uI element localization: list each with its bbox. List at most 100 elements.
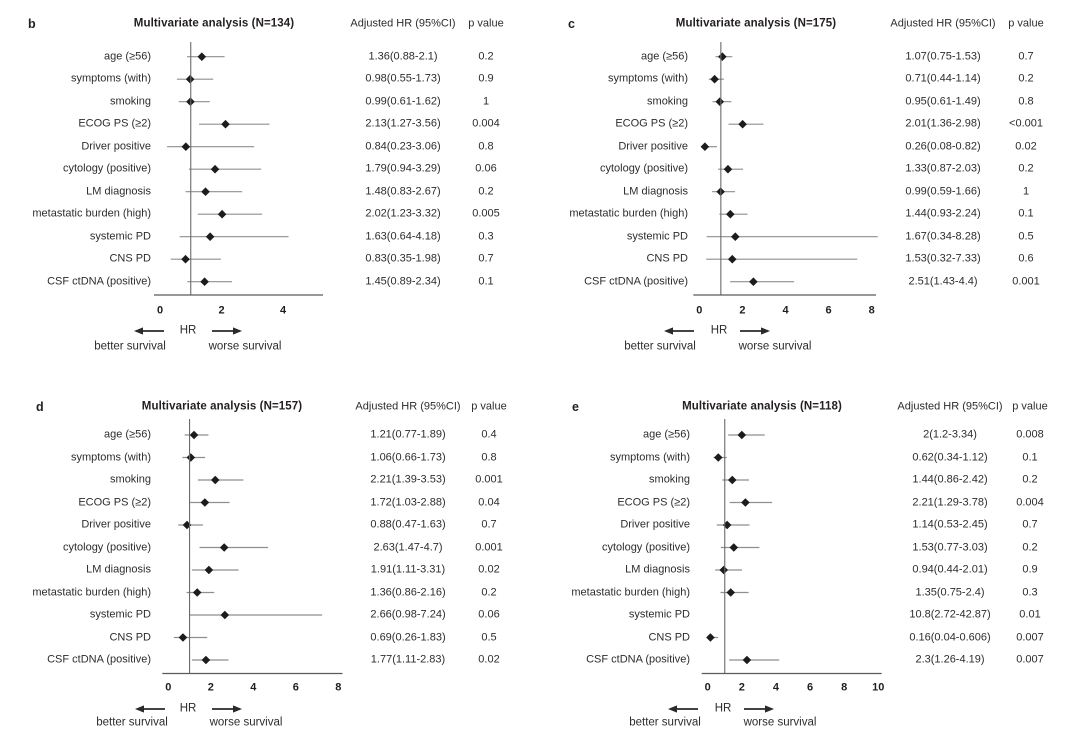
hr-value: 2.51(1.43-4.4)	[908, 275, 978, 288]
x-tick-label: 2	[739, 304, 746, 317]
p-value: 0.2	[1022, 541, 1038, 553]
p-value: 1	[482, 95, 490, 108]
hr-value: 0.71(0.44-1.14)	[905, 72, 981, 85]
forest-plot-c	[664, 42, 878, 335]
hr-value: 2.66(0.98-7.24)	[370, 608, 446, 621]
p-value: 0.6	[1018, 252, 1034, 265]
hr-diamond-marker	[715, 97, 725, 106]
hr-value: 1.07(0.75-1.53)	[905, 50, 981, 63]
row-label: systemic PD	[89, 230, 151, 243]
hr-value: 1.36(0.88-2.1)	[368, 50, 438, 63]
hr-diamond-marker	[181, 254, 190, 264]
p-value: 0.8	[481, 451, 497, 463]
hr-diamond-marker	[718, 52, 727, 61]
better-survival-label: better survival	[94, 340, 166, 353]
hr-value: 2.63(1.47-4.7)	[373, 541, 443, 553]
hr-diamond-marker	[204, 565, 214, 575]
hr-diamond-marker	[219, 543, 229, 552]
row-label: smoking	[647, 95, 688, 108]
row-label: metastatic burden (high)	[32, 586, 151, 598]
hr-diamond-marker	[726, 209, 735, 219]
left-arrow-head-icon	[668, 705, 677, 713]
p-value: 0.02	[1015, 140, 1037, 153]
hr-value: 1.21(0.77-1.89)	[370, 428, 446, 441]
panel-letter-b: b	[28, 16, 36, 31]
p-value: 0.8	[478, 140, 494, 153]
hr-diamond-marker	[220, 610, 230, 620]
p-column-header: p value	[1012, 400, 1048, 413]
row-label: metastatic burden (high)	[32, 207, 151, 220]
p-value: 0.04	[478, 496, 500, 508]
p-value: 0.06	[478, 608, 500, 621]
row-label: age (≥56)	[642, 428, 690, 441]
hr-value: 2.01(1.36-2.98)	[905, 117, 981, 130]
hr-diamond-marker	[710, 74, 719, 84]
panel-letter-d: d	[36, 399, 44, 414]
hr-axis-label: HR	[710, 324, 728, 337]
hr-column-header: Adjusted HR (95%CI)	[350, 17, 456, 30]
hr-diamond-marker	[178, 633, 188, 642]
p-value: 0.007	[1016, 653, 1044, 666]
p-value: 0.7	[478, 252, 494, 265]
row-label: LM diagnosis	[625, 563, 690, 576]
hr-value: 1.79(0.94-3.29)	[365, 162, 441, 175]
hr-diamond-marker	[210, 475, 220, 485]
hr-diamond-marker	[741, 498, 750, 507]
row-label: smoking	[110, 95, 151, 108]
x-tick-label: 4	[782, 304, 789, 317]
hr-value: 0.26(0.08-0.82)	[905, 140, 981, 153]
row-label: CNS PD	[109, 252, 151, 265]
hr-diamond-marker	[738, 119, 747, 129]
hr-diamond-marker	[723, 164, 733, 174]
row-label: cytology (positive)	[601, 541, 690, 553]
hr-value: 1.63(0.64-4.18)	[365, 230, 441, 243]
forest-plot-b	[134, 42, 323, 335]
hr-value: 1.72(1.03-2.88)	[370, 496, 446, 508]
better-survival-label: better survival	[629, 716, 701, 729]
p-column-header: p value	[1008, 17, 1044, 30]
hr-value: 1.44(0.86-2.42)	[912, 473, 988, 486]
hr-value: 2.3(1.26-4.19)	[915, 653, 985, 666]
hr-axis-label: HR	[179, 702, 197, 715]
hr-value: 2.02(1.23-3.32)	[365, 207, 441, 220]
x-tick-label: 0	[165, 681, 172, 694]
hr-value: 0.84(0.23-3.06)	[365, 140, 441, 153]
x-tick-label: 6	[292, 681, 299, 694]
hr-diamond-marker	[200, 277, 209, 286]
hr-diamond-marker	[730, 232, 740, 241]
right-arrow-head-icon	[765, 705, 774, 713]
panel-title: Multivariate analysis (N=118)	[682, 400, 842, 413]
row-label: systemic PD	[89, 608, 151, 621]
hr-diamond-marker	[210, 164, 220, 174]
hr-value: 1.67(0.34-8.28)	[905, 230, 981, 243]
hr-value: 0.88(0.47-1.63)	[370, 518, 446, 531]
row-label: Driver positive	[81, 518, 151, 531]
hr-diamond-marker	[189, 430, 199, 440]
forest-plot-e	[668, 419, 882, 713]
p-value: 0.008	[1016, 428, 1044, 441]
row-label: CNS PD	[646, 252, 688, 265]
p-value: 0.1	[478, 275, 494, 288]
hr-diamond-marker	[749, 277, 758, 286]
p-value: 0.007	[1016, 631, 1044, 643]
row-label: symptoms (with)	[607, 72, 688, 85]
row-label: LM diagnosis	[86, 563, 151, 576]
better-survival-label: better survival	[96, 716, 168, 729]
hr-value: 10.8(2.72-42.87)	[909, 608, 991, 621]
x-tick-label: 2	[218, 304, 225, 317]
hr-value: 0.16(0.04-0.606)	[909, 631, 991, 643]
hr-diamond-marker	[201, 187, 210, 196]
x-tick-label: 10	[872, 681, 885, 694]
hr-value: 0.99(0.59-1.66)	[905, 185, 981, 198]
p-value: 0.001	[475, 473, 503, 486]
row-label: LM diagnosis	[86, 185, 151, 198]
p-value: 0.004	[472, 117, 500, 130]
p-value: 0.2	[1022, 473, 1038, 486]
hr-diamond-marker	[182, 520, 192, 530]
worse-survival-label: worse survival	[208, 340, 282, 353]
x-tick-label: 8	[335, 681, 342, 694]
row-label: cytology (positive)	[62, 162, 151, 175]
row-label: ECOG PS (≥2)	[615, 117, 688, 130]
hr-value: 1.06(0.66-1.73)	[370, 451, 446, 463]
